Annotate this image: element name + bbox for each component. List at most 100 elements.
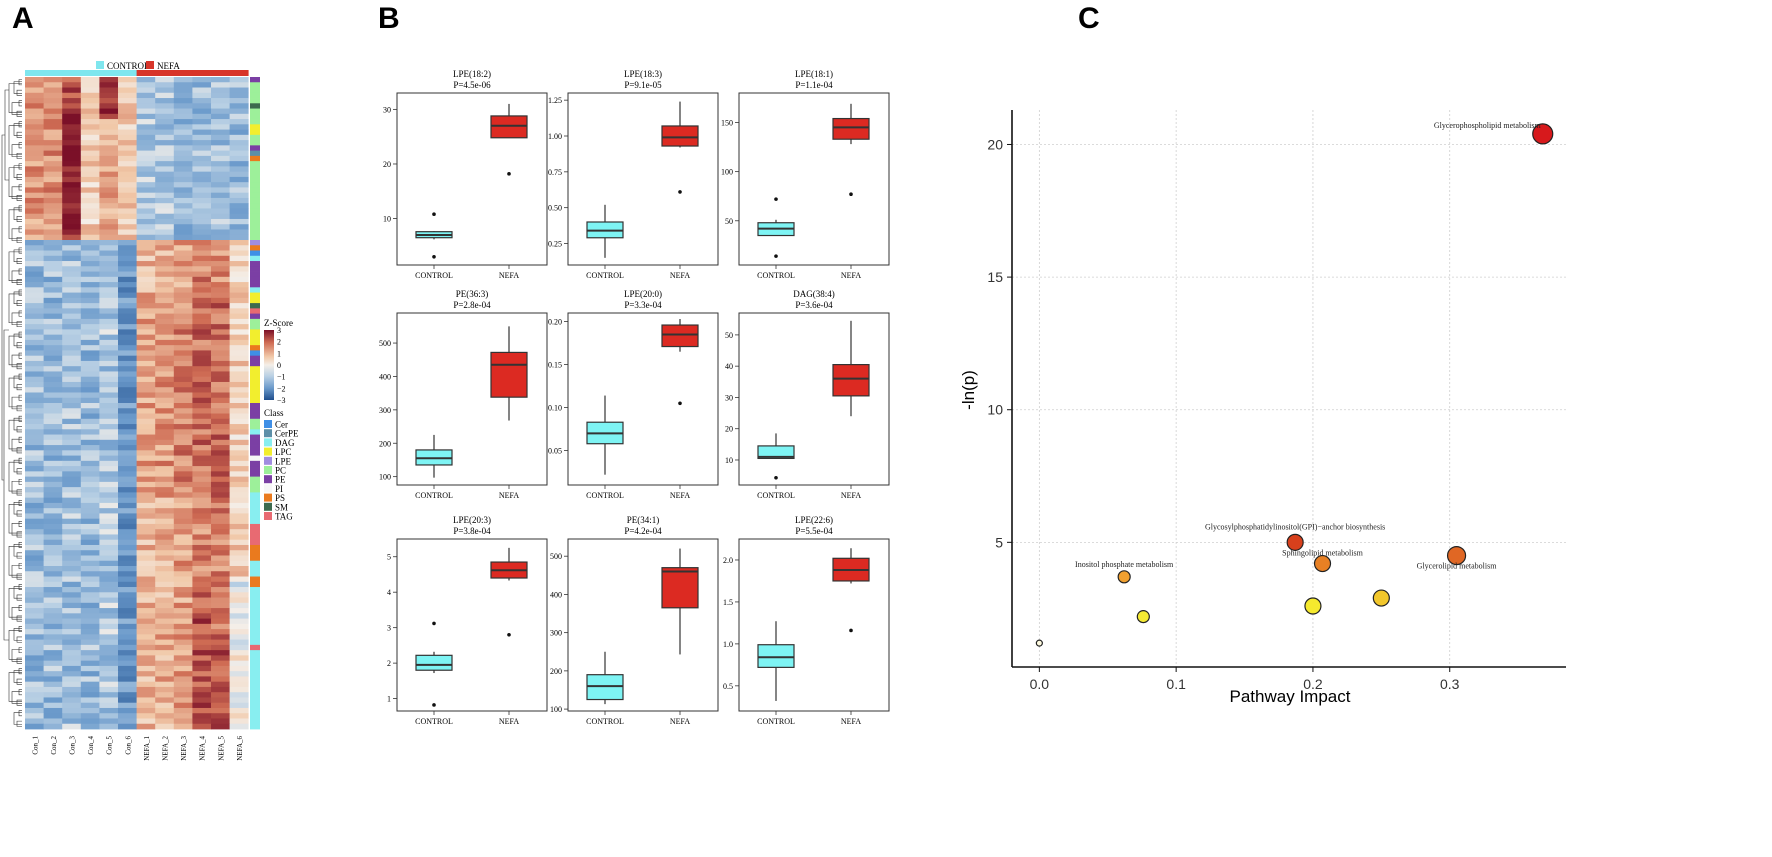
class-strip-cell (250, 166, 260, 173)
heatmap-cell (192, 155, 212, 162)
heatmap-cell (211, 460, 230, 467)
class-strip-cell (250, 571, 260, 577)
heatmap-cell (62, 550, 82, 556)
heatmap-cell (136, 445, 156, 451)
heatmap-cell (118, 671, 137, 677)
heatmap-cell (192, 576, 212, 583)
heatmap-cell (155, 555, 175, 562)
heatmap-cell (80, 334, 100, 341)
dendrogram-link (13, 81, 22, 94)
heatmap-cell (155, 334, 175, 341)
boxplot-outlier (849, 628, 853, 633)
heatmap-cell (173, 287, 193, 293)
heatmap-cell (211, 650, 230, 656)
heatmap-cell (25, 697, 44, 704)
heatmap-cell (155, 571, 175, 577)
heatmap-cell (118, 203, 137, 209)
heatmap-cell (99, 166, 119, 173)
heatmap-cell (192, 345, 212, 351)
dendrogram-link (18, 584, 22, 590)
heatmap-cell (43, 639, 63, 646)
heatmap-cell (25, 723, 44, 730)
heatmap-cell (62, 450, 82, 456)
heatmap-cell (99, 197, 119, 204)
heatmap-cell (25, 282, 44, 288)
heatmap-cell (43, 613, 63, 619)
heatmap-cell (211, 692, 230, 698)
heatmap-cell (80, 550, 100, 556)
dendrogram-link (16, 405, 22, 412)
heatmap-cell (192, 129, 212, 136)
heatmap-cell (136, 550, 156, 556)
heatmap-cell (43, 155, 63, 162)
class-strip-cell (250, 692, 260, 698)
heatmap-cell (118, 434, 137, 441)
heatmap-cell (25, 387, 44, 393)
dendrogram-link (8, 167, 22, 197)
heatmap-cell (80, 98, 100, 104)
heatmap-cell (155, 366, 175, 372)
heatmap-cell (99, 634, 119, 641)
heatmap-cell (25, 119, 44, 125)
heatmap-cell (229, 234, 249, 241)
heatmap-cell (192, 608, 212, 614)
heatmap-cell (155, 161, 175, 167)
group-bar-cell (192, 70, 212, 76)
heatmap-cell (211, 145, 230, 152)
heatmap-cell (99, 476, 119, 483)
heatmap-cell (211, 613, 230, 619)
boxplot-y-tick-label: 0.75 (548, 168, 562, 177)
heatmap-cell (80, 639, 100, 646)
heatmap-cell (43, 250, 63, 257)
boxplot-x-tick-label: CONTROL (415, 717, 453, 726)
class-strip-cell (250, 639, 260, 646)
heatmap-cell (43, 455, 63, 462)
heatmap-cell (43, 145, 63, 152)
heatmap-cell (229, 655, 249, 662)
heatmap-cell (99, 387, 119, 393)
heatmap-cell (136, 513, 156, 520)
heatmap-cell (25, 460, 44, 467)
class-strip-cell (250, 355, 260, 362)
heatmap-cell (99, 523, 119, 530)
heatmap-cell (80, 387, 100, 393)
dendrogram-link (11, 144, 22, 157)
heatmap-cell (155, 197, 175, 204)
heatmap-cell (192, 240, 212, 246)
heatmap-cell (192, 318, 212, 325)
heatmap-cell (192, 534, 212, 541)
heatmap-cell (80, 103, 100, 109)
group-bar-cell (211, 70, 230, 76)
heatmap-cell (80, 408, 100, 414)
heatmap-cell (173, 124, 193, 130)
scatter-points: Glycerophospholipid metabolismGlycosylph… (1035, 121, 1554, 647)
heatmap-cell (211, 518, 230, 525)
heatmap-cell (155, 602, 175, 609)
boxplot-x-tick-label: CONTROL (757, 491, 795, 500)
heatmap-cell (43, 313, 63, 320)
boxplot-y-tick-label: 0.20 (548, 318, 562, 327)
heatmap-cell (136, 665, 156, 672)
heatmap-cell (173, 119, 193, 125)
class-strip-cell (250, 276, 260, 283)
dendrogram-link (16, 216, 22, 222)
heatmap-cell (173, 576, 193, 583)
heatmap-cell (192, 376, 212, 383)
heatmap-cell (136, 187, 156, 194)
heatmap-cell (25, 397, 44, 404)
heatmap-cell (118, 634, 137, 641)
heatmap-cell (173, 466, 193, 472)
heatmap-cell (229, 113, 249, 120)
heatmap-cell (136, 455, 156, 462)
heatmap-cell (211, 665, 230, 672)
heatmap-cell (155, 276, 175, 283)
heatmap-cell (229, 539, 249, 546)
heatmap-cell (62, 150, 82, 157)
heatmap-cell (99, 297, 119, 304)
heatmap-cell (173, 134, 193, 141)
heatmap-cell (211, 176, 230, 183)
dendrogram-link (18, 457, 22, 464)
boxplot-y-tick-label: 0.15 (548, 361, 562, 370)
class-legend-label: CerPE (275, 429, 299, 439)
